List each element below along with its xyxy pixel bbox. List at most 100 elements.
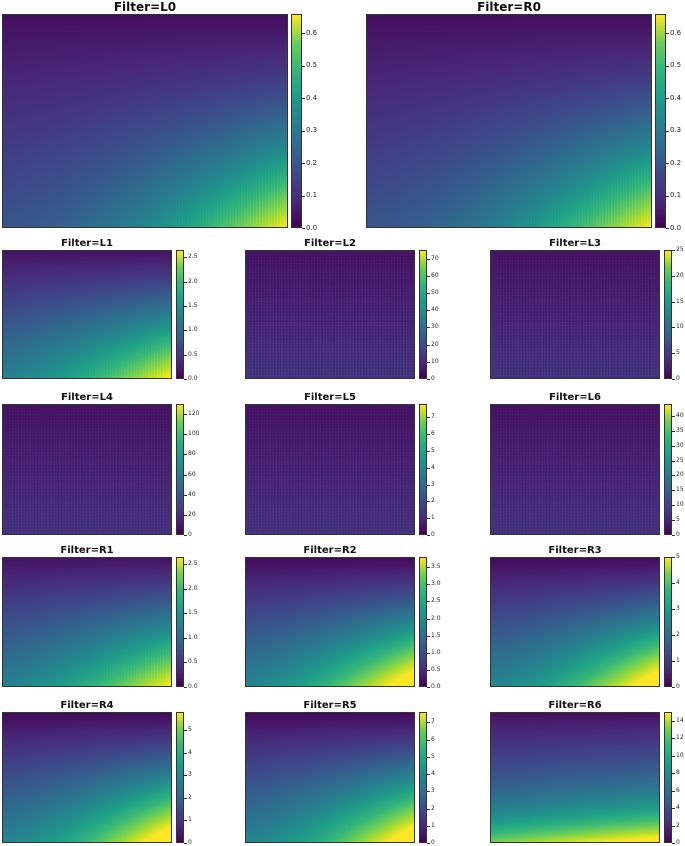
colorbar-tick-label: 0 (184, 531, 192, 538)
colorbar-tick-label: 3.5 (427, 563, 441, 571)
heatmap-panel: Filter=R6 0 2 4 6 8 10 12 14 (490, 700, 685, 846)
colorbar (419, 557, 427, 687)
colorbar-tick-label: 10 (672, 501, 684, 509)
heatmap-title: Filter=R0 (477, 0, 541, 14)
heatmap-panel: Filter=L6 0 5 10 15 20 25 30 35 40 (490, 392, 685, 538)
colorbar-tick-label: 0 (672, 683, 680, 690)
colorbar-tick-label: 30 (427, 323, 439, 331)
colorbar-tick-label: 20 (427, 340, 439, 348)
colorbar-tick-label: 50 (427, 289, 439, 296)
colorbar (291, 14, 302, 228)
colorbar-tick-label: 0.1 (665, 191, 682, 200)
heatmap-title: Filter=R4 (60, 700, 114, 711)
heatmap-panel: Filter=R4 0 1 2 3 4 5 (2, 700, 210, 846)
colorbar-tick-label: 0 (184, 839, 192, 846)
colorbar (419, 404, 427, 535)
colorbar-tick-label: 4 (672, 579, 680, 586)
colorbar-tick-label: 2.5 (427, 597, 441, 605)
colorbar-tick-label: 5 (672, 516, 680, 524)
colorbar-tick-label: 2 (672, 821, 680, 829)
colorbar-tick-label: 0.5 (184, 658, 198, 666)
colorbar-tick-label: 0.3 (665, 126, 682, 135)
heatmap-title: Filter=L3 (549, 238, 601, 249)
colorbar-tick-label: 2.0 (427, 614, 441, 622)
colorbar-tick-label: 0.0 (301, 223, 318, 232)
heatmap-panel: Filter=R5 0 1 2 3 4 5 6 7 (245, 700, 453, 846)
heatmap-panel: Filter=L3 0 5 10 15 20 25 (490, 238, 685, 382)
heatmap-image (245, 250, 415, 379)
colorbar-tick-label: 3.0 (427, 580, 441, 588)
colorbar-tick-label: 5 (427, 447, 435, 455)
colorbar-tick-label: 1.5 (184, 301, 198, 309)
colorbar-tick-label: 14 (672, 716, 684, 724)
colorbar-tick-label: 40 (184, 490, 196, 498)
colorbar-tick-label: 35 (672, 426, 684, 434)
heatmap-title: Filter=R1 (60, 545, 114, 556)
heatmap-image (490, 250, 660, 379)
heatmap-panel: Filter=L1 0.0 0.5 1.0 1.5 2.0 2.5 (2, 238, 210, 382)
colorbar-tick-label: 7 (427, 718, 435, 726)
colorbar-tick-label: 40 (672, 411, 684, 419)
colorbar (664, 557, 672, 687)
colorbar-tick-label: 6 (427, 430, 435, 438)
colorbar-tick-label: 0.2 (665, 158, 682, 167)
colorbar-tick-label: 2.0 (184, 584, 198, 592)
colorbar-tick-label: 0.3 (301, 126, 318, 135)
colorbar-tick-label: 40 (427, 306, 439, 314)
colorbar-tick-label: 25 (672, 456, 684, 464)
colorbar-tick-label: 20 (672, 271, 684, 279)
heatmap-title: Filter=R3 (548, 545, 602, 556)
colorbar-tick-label: 8 (672, 769, 680, 777)
colorbar-tick-label: 1 (184, 816, 192, 824)
colorbar-tick-label: 6 (672, 786, 680, 794)
colorbar-tick-label: 0 (427, 375, 435, 382)
colorbar-tick-label: 4 (672, 804, 680, 812)
heatmap-image (245, 404, 415, 535)
heatmap-image (2, 14, 288, 228)
colorbar-tick-label: 5 (672, 553, 680, 560)
colorbar-tick-label: 10 (427, 357, 439, 365)
heatmap-title: Filter=L4 (61, 392, 113, 403)
colorbar-tick-label: 0.4 (301, 93, 318, 102)
colorbar-tick-label: 0.0 (665, 223, 682, 232)
colorbar-tick-label: 60 (184, 470, 196, 478)
colorbar-tick-label: 0 (427, 531, 435, 538)
heatmap-title: Filter=L2 (304, 238, 356, 249)
colorbar-tick-label: 2.5 (184, 560, 198, 568)
colorbar (176, 712, 184, 843)
colorbar-tick-label: 7 (427, 413, 435, 421)
colorbar-tick-label: 15 (672, 297, 684, 305)
heatmap-panel: Filter=L5 0 1 2 3 4 5 6 7 (245, 392, 453, 538)
colorbar-tick-label: 20 (672, 471, 684, 479)
colorbar-tick-label: 2 (427, 804, 435, 812)
colorbar-tick-label: 0.5 (301, 61, 318, 70)
colorbar-tick-label: 1 (427, 821, 435, 829)
colorbar-tick-label: 1 (672, 657, 680, 664)
colorbar-tick-label: 2.5 (184, 253, 198, 261)
heatmap-image (245, 712, 415, 843)
colorbar-tick-label: 0.2 (301, 158, 318, 167)
heatmap-image (490, 404, 660, 535)
heatmap-title: Filter=L6 (549, 392, 601, 403)
colorbar (176, 557, 184, 687)
colorbar-tick-label: 0.5 (665, 61, 682, 70)
colorbar-tick-label: 3 (427, 480, 435, 488)
colorbar-tick-label: 0 (427, 839, 435, 846)
colorbar-tick-label: 3 (672, 605, 680, 612)
heatmap-panel: Filter=L0 0.0 0.1 0.2 0.3 0.4 0.5 0.6 (2, 0, 328, 231)
colorbar-tick-label: 3 (184, 771, 192, 779)
colorbar (176, 250, 184, 379)
colorbar-tick-label: 0 (672, 531, 680, 538)
heatmap-image (2, 712, 172, 843)
colorbar-tick-label: 0.6 (301, 28, 318, 37)
colorbar (664, 712, 672, 843)
colorbar-tick-label: 0.0 (184, 683, 198, 690)
heatmap-panel: Filter=R2 0.0 0.5 1.0 1.5 2.0 2.5 3.0 3.5 (245, 545, 453, 690)
colorbar-tick-label: 70 (427, 254, 439, 262)
heatmap-panel: Filter=R0 0.0 0.1 0.2 0.3 0.4 0.5 0.6 (366, 0, 685, 231)
heatmap-image (490, 712, 660, 843)
colorbar-tick-label: 4 (427, 770, 435, 778)
heatmap-title: Filter=R6 (548, 700, 602, 711)
colorbar-tick-label: 80 (184, 450, 196, 458)
heatmap-title: Filter=L1 (61, 238, 113, 249)
